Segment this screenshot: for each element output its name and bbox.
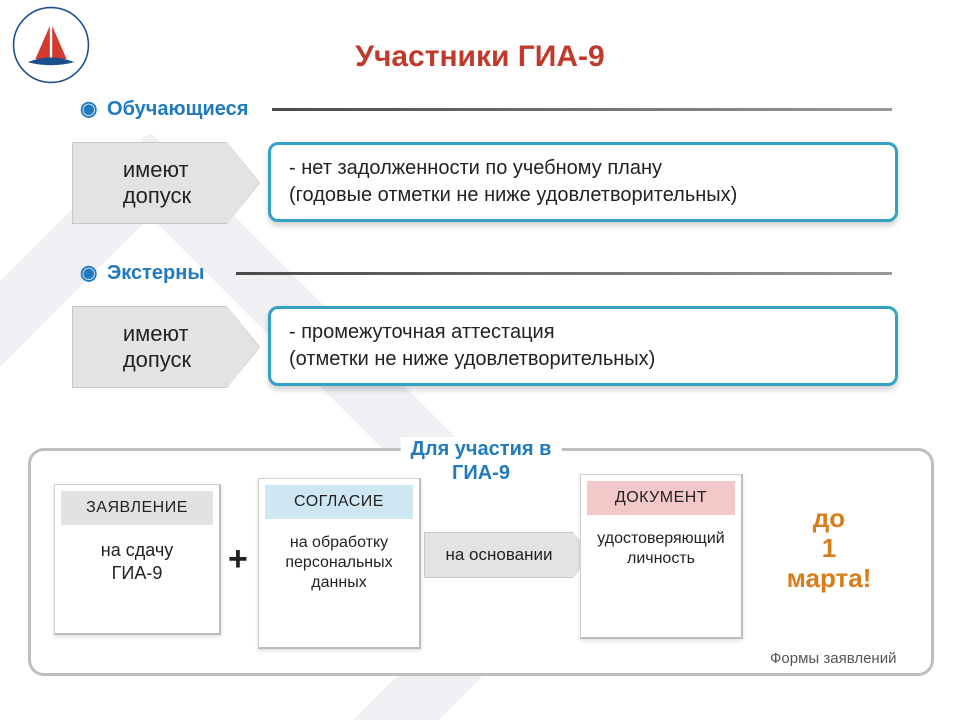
hr-students	[272, 108, 892, 111]
bullet-icon: ◉	[80, 98, 97, 120]
deadline-text: до 1 марта!	[774, 504, 884, 594]
card-extern-requirements: - промежуточная аттестация (отметки не н…	[268, 306, 898, 386]
doc-card-application: ЗАЯВЛЕНИЕ на сдачу ГИА-9	[54, 484, 221, 635]
card-students-line1: - нет задолженности по учебному плану	[289, 157, 877, 180]
doc-card-id: ДОКУМЕНТ удостоверяющий личность	[580, 474, 743, 639]
documents-container-title: Для участия в ГИА-9	[401, 437, 562, 485]
card-extern-line1: - промежуточная аттестация	[289, 321, 877, 344]
arrow-basis-label: на основании	[424, 532, 573, 578]
logo-icon	[12, 6, 90, 84]
doc-application-body: на сдачу ГИА-9	[55, 525, 219, 596]
bullet-icon: ◉	[80, 262, 97, 284]
section-label-extern-text: Экстерны	[107, 262, 204, 284]
card-extern-line2: (отметки не ниже удовлетворительных)	[289, 348, 877, 371]
doc-application-header: ЗАЯВЛЕНИЕ	[61, 491, 213, 525]
card-students-line2: (годовые отметки не ниже удовлетворитель…	[289, 184, 877, 207]
section-label-extern: ◉ Экстерны	[80, 260, 204, 285]
arrow-extern-admission: имеют допуск	[72, 306, 227, 388]
forms-note: Формы заявлений	[770, 650, 896, 667]
doc-id-header: ДОКУМЕНТ	[587, 481, 735, 515]
section-label-students-text: Обучающиеся	[107, 98, 248, 120]
doc-id-body: удостоверяющий личность	[581, 515, 741, 581]
doc-consent-body: на обработку персональных данных	[259, 519, 419, 605]
doc-card-consent: СОГЛАСИЕ на обработку персональных данны…	[258, 478, 421, 649]
hr-extern	[236, 272, 892, 275]
plus-icon: +	[228, 540, 248, 579]
page-title: Участники ГИА-9	[0, 40, 960, 74]
section-label-students: ◉ Обучающиеся	[80, 96, 248, 121]
arrow-basis: на основании	[424, 532, 593, 578]
arrow-students-admission: имеют допуск	[72, 142, 227, 224]
card-students-requirements: - нет задолженности по учебному плану (г…	[268, 142, 898, 222]
doc-consent-header: СОГЛАСИЕ	[265, 485, 413, 519]
